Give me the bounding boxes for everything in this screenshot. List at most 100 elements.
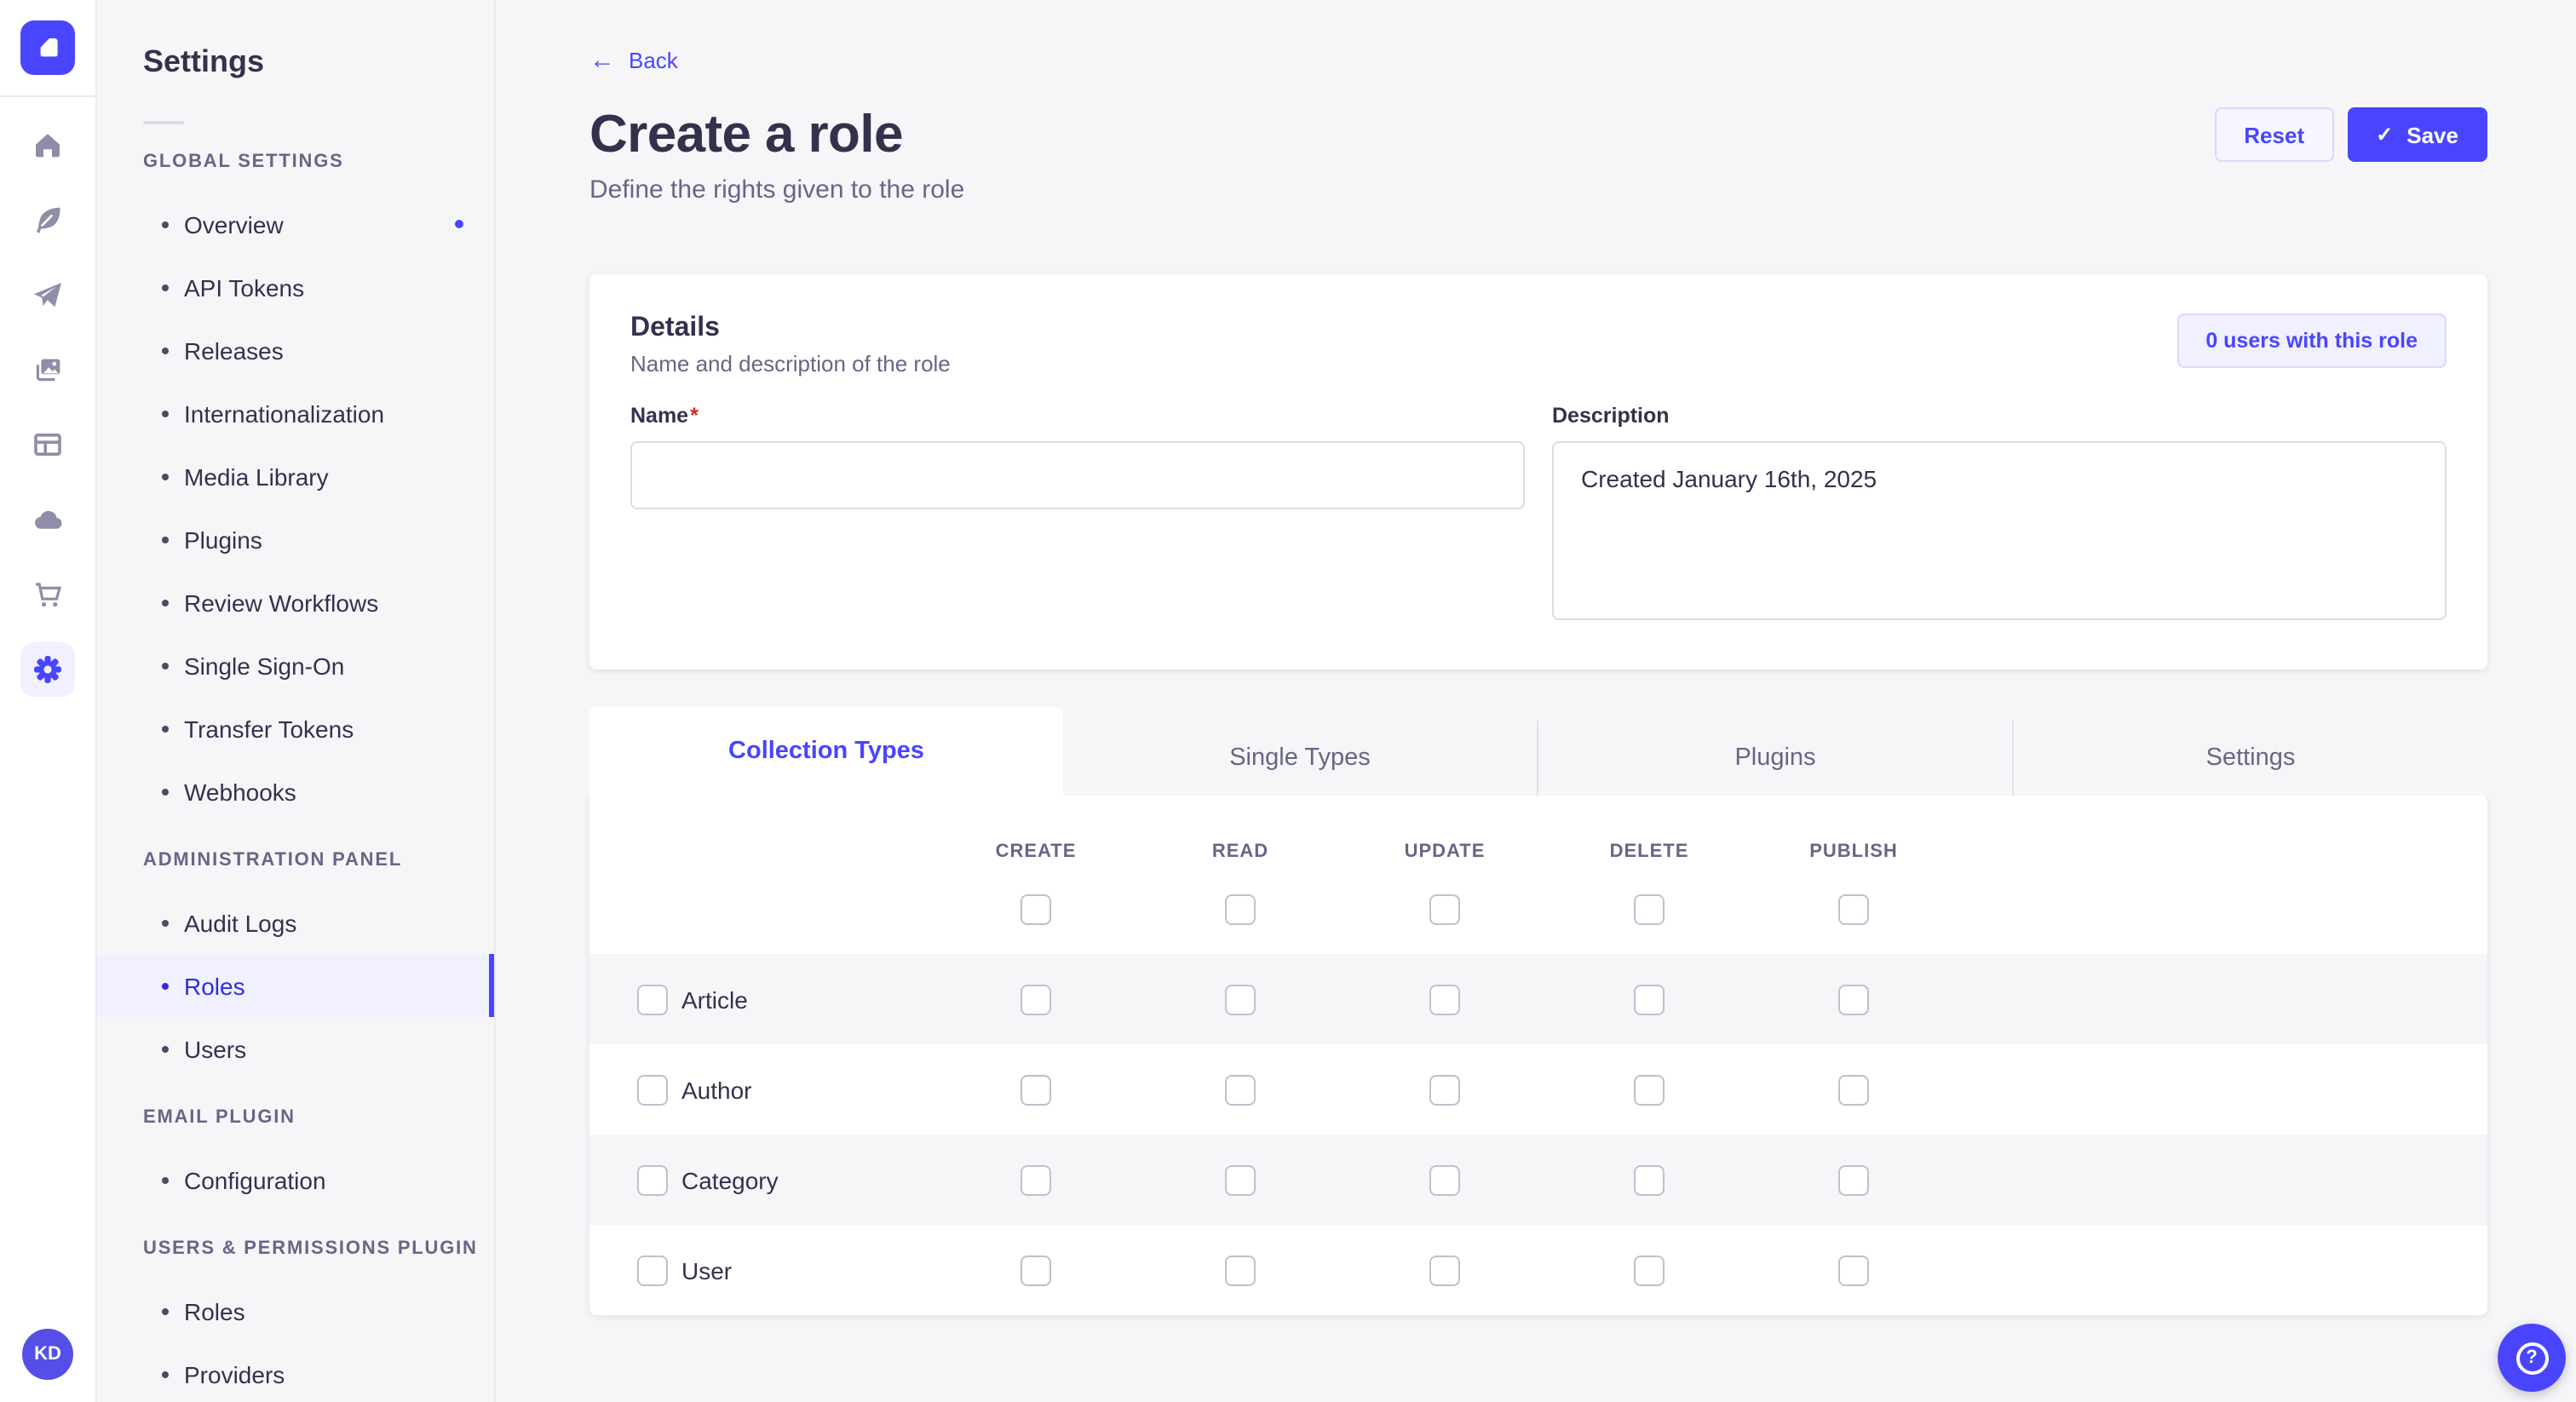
users-with-role-button[interactable]: 0 users with this role	[2176, 313, 2447, 368]
strapi-logo[interactable]	[20, 20, 75, 75]
sidebar-sections: GLOBAL SETTINGS Overview API Tokens Release…	[97, 152, 494, 1402]
select-all-publish-checkbox[interactable]	[1838, 894, 1869, 925]
permission-author-publish-checkbox[interactable]	[1838, 1074, 1869, 1105]
sidebar-item-label: API Tokens	[184, 273, 305, 301]
select-all-read-checkbox[interactable]	[1225, 894, 1256, 925]
main-area: ← Back Create a role Define the rights g…	[497, 0, 2576, 1402]
sidebar-item-overview[interactable]: Overview	[97, 192, 494, 256]
images-icon[interactable]	[31, 353, 65, 387]
back-label: Back	[629, 48, 678, 73]
sidebar-item-api-tokens[interactable]: API Tokens	[97, 256, 494, 319]
sidebar-item-configuration[interactable]: Configuration	[97, 1148, 494, 1211]
sidebar-item-webhooks[interactable]: Webhooks	[97, 760, 494, 823]
page-subtitle: Define the rights given to the role	[589, 175, 965, 204]
check-icon: ✓	[2376, 123, 2394, 147]
rail-nav	[20, 128, 75, 697]
sidebar-item-roles[interactable]: Roles	[97, 1279, 494, 1342]
sidebar-item-review-workflows[interactable]: Review Workflows	[97, 571, 494, 634]
back-link[interactable]: ← Back	[589, 48, 678, 73]
permission-article-update-checkbox[interactable]	[1429, 984, 1460, 1014]
permission-cell	[934, 1074, 1138, 1105]
sidebar-item-media-library[interactable]: Media Library	[97, 445, 494, 508]
notification-dot-icon	[455, 220, 463, 228]
permission-author-create-checkbox[interactable]	[1021, 1074, 1051, 1105]
description-label: Description	[1552, 404, 1670, 428]
sidebar-item-plugins[interactable]: Plugins	[97, 508, 494, 571]
sidebar-item-label: Internationalization	[184, 399, 385, 427]
paper-plane-icon[interactable]	[31, 278, 65, 312]
permission-category-delete-checkbox[interactable]	[1634, 1164, 1665, 1195]
permission-category-read-checkbox[interactable]	[1225, 1164, 1256, 1195]
select-all-create-checkbox[interactable]	[1021, 894, 1051, 925]
permission-cell	[934, 1164, 1138, 1195]
sidebar-item-list: Overview API Tokens Releases Internationali…	[97, 192, 494, 823]
bullet-icon	[162, 536, 169, 543]
permission-author-delete-checkbox[interactable]	[1634, 1074, 1665, 1105]
save-button[interactable]: ✓ Save	[2347, 107, 2487, 162]
permission-row-article: Article	[589, 954, 2487, 1044]
sidebar-item-label: Single Sign-On	[184, 652, 345, 679]
permission-category-publish-checkbox[interactable]	[1838, 1164, 1869, 1195]
sidebar-item-label: Roles	[184, 1297, 245, 1324]
layout-icon[interactable]	[31, 428, 65, 462]
select-row-author-checkbox[interactable]	[637, 1074, 668, 1105]
row-name-cell: Author	[589, 1074, 934, 1105]
permission-author-read-checkbox[interactable]	[1225, 1074, 1256, 1105]
permission-article-publish-checkbox[interactable]	[1838, 984, 1869, 1014]
permission-article-create-checkbox[interactable]	[1021, 984, 1051, 1014]
permission-article-delete-checkbox[interactable]	[1634, 984, 1665, 1014]
description-textarea[interactable]: Created January 16th, 2025	[1552, 441, 2447, 620]
reset-button[interactable]: Reset	[2215, 107, 2334, 162]
cart-icon[interactable]	[31, 577, 65, 612]
permissions-table-header: CREATE READ UPDATE DELETE PUBLISH	[589, 796, 2487, 954]
select-all-update-checkbox[interactable]	[1429, 894, 1460, 925]
permission-category-create-checkbox[interactable]	[1021, 1164, 1051, 1195]
sidebar-item-users[interactable]: Users	[97, 1017, 494, 1080]
sidebar-item-transfer-tokens[interactable]: Transfer Tokens	[97, 697, 494, 760]
sidebar-section-users-permissions-plugin: USERS & PERMISSIONS PLUGIN Roles Providers	[97, 1238, 494, 1402]
sidebar-item-roles[interactable]: Roles	[97, 954, 494, 1017]
permission-user-update-checkbox[interactable]	[1429, 1255, 1460, 1285]
sidebar-item-releases[interactable]: Releases	[97, 319, 494, 382]
select-row-article-checkbox[interactable]	[637, 984, 668, 1014]
sidebar-section-label: ADMINISTRATION PANEL	[143, 850, 403, 871]
sidebar-section-label: USERS & PERMISSIONS PLUGIN	[143, 1238, 478, 1259]
sidebar-item-internationalization[interactable]: Internationalization	[97, 382, 494, 445]
permission-user-create-checkbox[interactable]	[1021, 1255, 1051, 1285]
permission-user-delete-checkbox[interactable]	[1634, 1255, 1665, 1285]
permission-cell	[934, 1255, 1138, 1285]
tab-plugins[interactable]: Plugins	[1537, 721, 2012, 796]
select-row-category-checkbox[interactable]	[637, 1164, 668, 1195]
sidebar-item-single-sign-on[interactable]: Single Sign-On	[97, 634, 494, 697]
tab-settings[interactable]: Settings	[2012, 721, 2487, 796]
sidebar-title: Settings	[143, 44, 265, 78]
gear-icon-active[interactable]	[20, 642, 75, 697]
permission-cell	[934, 984, 1138, 1014]
help-button[interactable]: ?	[2498, 1324, 2566, 1392]
permission-category-update-checkbox[interactable]	[1429, 1164, 1460, 1195]
sidebar-item-providers[interactable]: Providers	[97, 1342, 494, 1402]
feather-icon[interactable]	[31, 203, 65, 237]
select-all-delete-checkbox[interactable]	[1634, 894, 1665, 925]
permission-article-read-checkbox[interactable]	[1225, 984, 1256, 1014]
header-checkbox-cell	[934, 894, 1138, 925]
bullet-icon	[162, 284, 169, 290]
tab-single-types[interactable]: Single Types	[1063, 721, 1537, 796]
cloud-icon[interactable]	[31, 503, 65, 537]
bullet-icon	[162, 599, 169, 606]
permission-user-publish-checkbox[interactable]	[1838, 1255, 1869, 1285]
user-avatar[interactable]: KD	[22, 1329, 73, 1380]
sidebar-item-audit-logs[interactable]: Audit Logs	[97, 891, 494, 954]
permission-cell	[1547, 1164, 1751, 1195]
page-head-text: Create a role Define the rights given to…	[589, 104, 964, 204]
sidebar-section-email-plugin: EMAIL PLUGIN Configuration	[97, 1107, 494, 1211]
permission-cell	[1343, 1164, 1547, 1195]
name-input[interactable]	[630, 441, 1525, 509]
permission-user-read-checkbox[interactable]	[1225, 1255, 1256, 1285]
select-row-user-checkbox[interactable]	[637, 1255, 668, 1285]
permission-author-update-checkbox[interactable]	[1429, 1074, 1460, 1105]
tab-collection-types[interactable]: Collection Types	[589, 707, 1063, 796]
row-label: User	[681, 1256, 733, 1284]
home-icon[interactable]	[31, 128, 65, 162]
